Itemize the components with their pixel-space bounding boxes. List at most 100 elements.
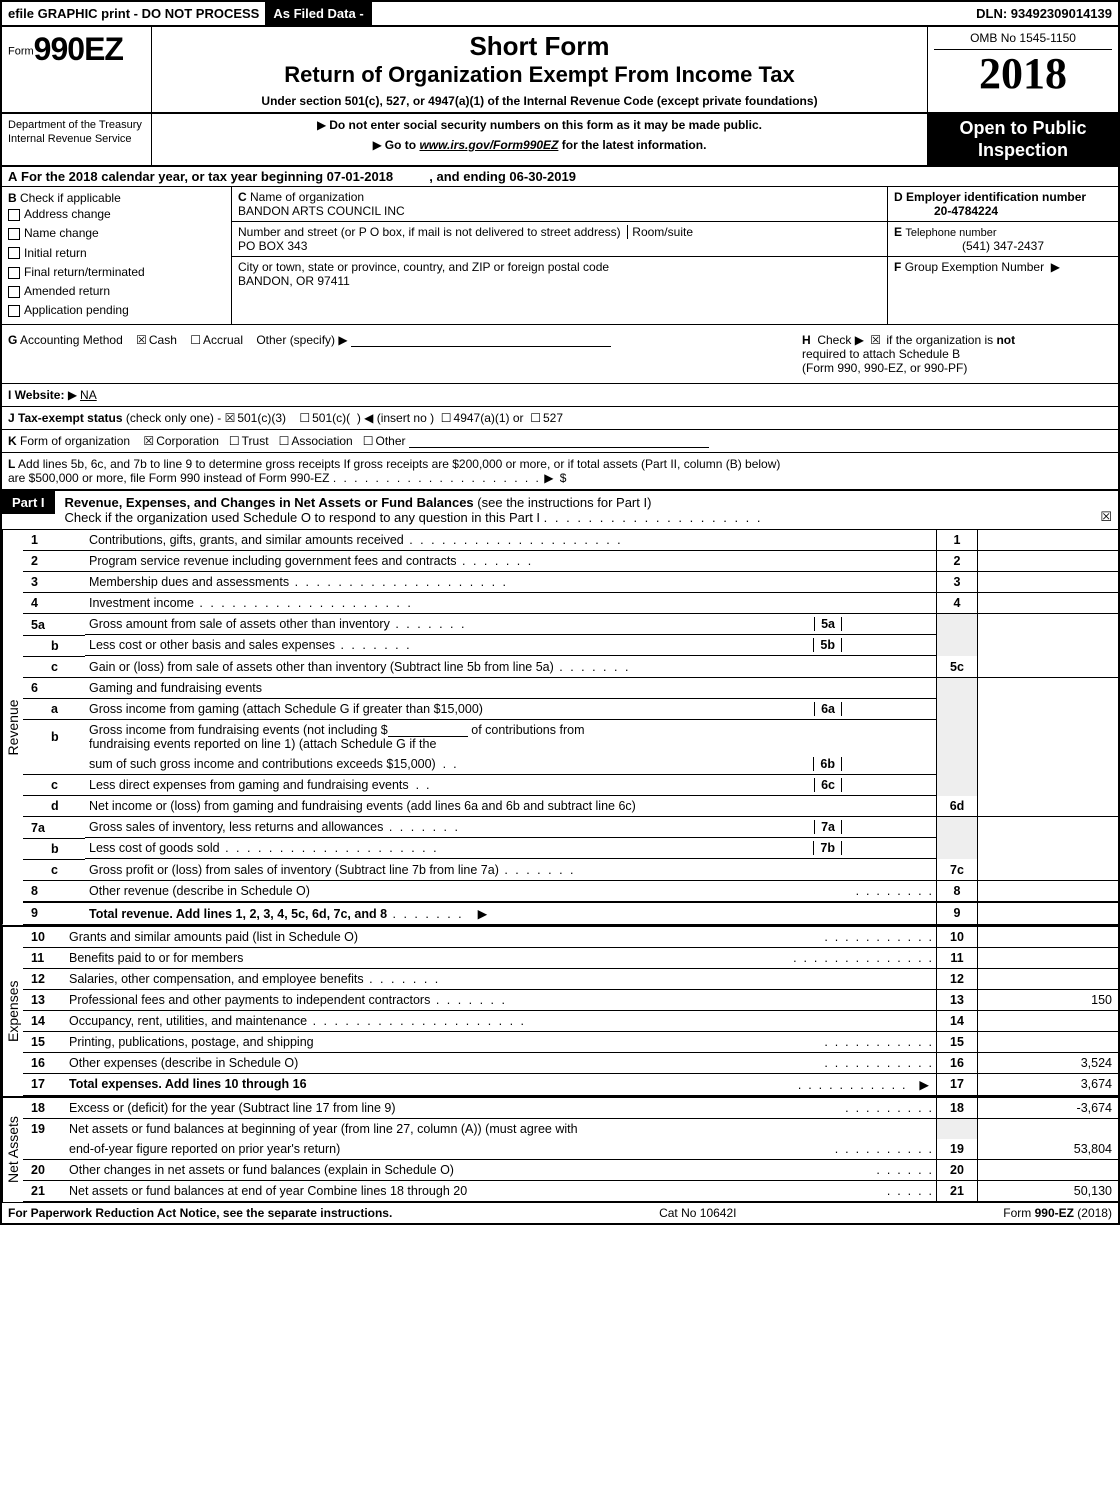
cash-check[interactable]	[136, 333, 149, 347]
line-20: 20Other changes in net assets or fund ba…	[23, 1159, 1118, 1180]
netassets-table: 18Excess or (deficit) for the year (Subt…	[23, 1098, 1118, 1202]
sub-header: Department of the Treasury Internal Reve…	[2, 114, 1118, 167]
initial-return-check[interactable]: Initial return	[8, 244, 225, 263]
c-label: C	[238, 190, 247, 204]
other-org-input[interactable]	[409, 435, 709, 448]
h-not: not	[996, 333, 1015, 347]
efile-text: efile GRAPHIC print - DO NOT PROCESS	[2, 2, 265, 25]
j-label: J Tax-exempt status	[8, 411, 123, 425]
final-return-check[interactable]: Final return/terminated	[8, 263, 225, 282]
website-value: NA	[80, 388, 97, 402]
527-check[interactable]	[530, 411, 543, 425]
line-19b: end-of-year figure reported on prior yea…	[23, 1139, 1118, 1160]
arrow-icon	[919, 1078, 932, 1092]
application-pending-check[interactable]: Application pending	[8, 301, 225, 320]
dept-cell: Department of the Treasury Internal Reve…	[2, 114, 152, 165]
c-text: Name of organization	[250, 190, 364, 204]
line-13: 13Professional fees and other payments t…	[23, 989, 1118, 1010]
revenue-table: 1Contributions, gifts, grants, and simil…	[23, 530, 1118, 925]
line-8: 8Other revenue (describe in Schedule O).…	[23, 880, 1118, 902]
i-label: I Website:	[8, 388, 64, 402]
topbar-left: efile GRAPHIC print - DO NOT PROCESS As …	[2, 2, 372, 25]
line-17: 17Total expenses. Add lines 10 through 1…	[23, 1073, 1118, 1095]
schedule-o-checkbox[interactable]: ☒	[1100, 491, 1118, 525]
line-6c: cLess direct expenses from gaming and fu…	[23, 775, 1118, 796]
section-k: K Form of organization Corporation Trust…	[2, 430, 1118, 453]
j-text: (check only one) -	[126, 411, 221, 425]
city-label: City or town, state or province, country…	[238, 260, 609, 274]
check-if-label: Check if applicable	[20, 191, 121, 205]
goto-suffix: for the latest information.	[558, 138, 706, 152]
line-6b-cont: sum of such gross income and contributio…	[23, 754, 1118, 775]
g-label: G	[8, 333, 17, 347]
line-6a: aGross income from gaming (attach Schedu…	[23, 698, 1118, 720]
irs-link[interactable]: www.irs.gov/Form990EZ	[419, 138, 558, 152]
corp-check[interactable]	[143, 434, 156, 448]
l-text2: are $500,000 or more, file Form 990 inst…	[8, 471, 330, 485]
arrow-icon	[317, 118, 329, 132]
tax-year-text: For the 2018 calendar year, or tax year …	[21, 169, 393, 184]
501c3-check[interactable]	[225, 411, 238, 425]
cat-number: Cat No 10642I	[659, 1206, 736, 1220]
section-d-e-f: D Employer identification number 20-4784…	[888, 187, 1118, 324]
line-7b: bLess cost of goods sold7b	[23, 838, 1118, 859]
trust-check[interactable]	[229, 434, 242, 448]
schedule-o-text: Check if the organization used Schedule …	[65, 510, 541, 525]
omb-year-cell: OMB No 1545-1150 2018	[928, 27, 1118, 112]
line-1: 1Contributions, gifts, grants, and simil…	[23, 530, 1118, 551]
e-label: E	[894, 225, 902, 239]
arrow-icon	[68, 388, 80, 402]
instructions-cell: Do not enter social security numbers on …	[152, 114, 928, 165]
form-page: efile GRAPHIC print - DO NOT PROCESS As …	[0, 0, 1120, 1225]
line-15: 15Printing, publications, postage, and s…	[23, 1031, 1118, 1052]
section-c: C Name of organization BANDON ARTS COUNC…	[232, 187, 888, 324]
arrow-icon	[338, 333, 350, 347]
accrual-check[interactable]	[190, 333, 203, 347]
dln-number: DLN: 93492309014139	[976, 6, 1118, 21]
section-i: I Website: NA	[2, 384, 1118, 407]
omb-number: OMB No 1545-1150	[934, 31, 1112, 50]
part-i-label: Part I	[2, 491, 55, 514]
as-filed-box: As Filed Data -	[265, 2, 371, 25]
schedule-b-check[interactable]	[870, 333, 883, 347]
tax-year-ending: , and ending 06-30-2019	[429, 169, 576, 184]
name-change-check[interactable]: Name change	[8, 224, 225, 243]
row-a: A For the 2018 calendar year, or tax yea…	[2, 167, 1118, 187]
tax-year: 2018	[934, 50, 1112, 98]
irs-label: Internal Revenue Service	[8, 133, 132, 145]
h-text3: (Form 990, 990-EZ, or 990-PF)	[802, 361, 967, 375]
4947-check[interactable]	[441, 411, 454, 425]
revenue-side-label: Revenue	[2, 530, 23, 925]
line-9: 9Total revenue. Add lines 1, 2, 3, 4, 5c…	[23, 902, 1118, 925]
topbar: efile GRAPHIC print - DO NOT PROCESS As …	[2, 2, 1118, 27]
org-name: BANDON ARTS COUNCIL INC	[238, 204, 405, 218]
addr-change-check[interactable]: Address change	[8, 205, 225, 224]
other-check[interactable]	[363, 434, 376, 448]
other-specify-input[interactable]	[351, 334, 611, 347]
line-5c: cGain or (loss) from sale of assets othe…	[23, 656, 1118, 677]
f-text: Group Exemption Number	[905, 260, 1044, 274]
line-5a: 5aGross amount from sale of assets other…	[23, 614, 1118, 636]
ssn-warning: Do not enter social security numbers on …	[329, 118, 762, 132]
short-form-title: Short Form	[158, 31, 921, 62]
label-a: A	[8, 169, 17, 184]
paperwork-notice: For Paperwork Reduction Act Notice, see …	[8, 1206, 392, 1220]
line-3: 3Membership dues and assessments3	[23, 572, 1118, 593]
room-label: Room/suite	[627, 225, 693, 239]
amended-return-check[interactable]: Amended return	[8, 282, 225, 301]
section-g: G Accounting Method Cash Accrual Other (…	[8, 333, 802, 375]
goto-prefix: Go to	[385, 138, 420, 152]
arrow-icon	[1051, 260, 1063, 274]
assoc-check[interactable]	[279, 434, 292, 448]
line-10: 10Grants and similar amounts paid (list …	[23, 927, 1118, 948]
501c-check[interactable]	[299, 411, 312, 425]
revenue-section: Revenue 1Contributions, gifts, grants, a…	[2, 530, 1118, 925]
arrow-icon	[478, 907, 491, 921]
line-12: 12Salaries, other compensation, and empl…	[23, 968, 1118, 989]
g-text: Accounting Method	[20, 333, 123, 347]
d-label: D	[894, 190, 903, 204]
d-text: Employer identification number	[906, 190, 1086, 204]
form-number: 990EZ	[34, 31, 123, 67]
form-title-cell: Short Form Return of Organization Exempt…	[152, 27, 928, 112]
h-check-word: Check	[817, 333, 851, 347]
